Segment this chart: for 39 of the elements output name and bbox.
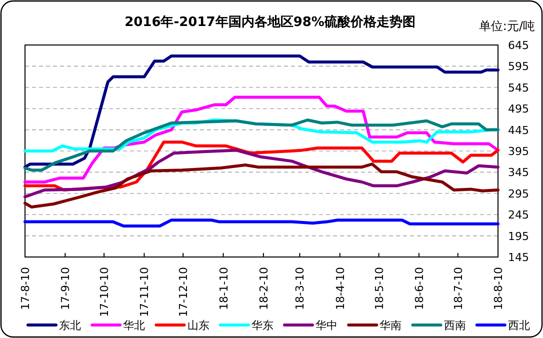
legend-label: 华中 (316, 319, 338, 332)
y-tick-label: 145 (508, 251, 529, 264)
x-tick-label: 18-3-10 (294, 267, 307, 310)
x-tick-label: 17-11-10 (138, 267, 152, 317)
y-tick-label: 495 (508, 102, 529, 116)
y-tick-label: 595 (508, 60, 529, 74)
legend-label: 西南 (444, 319, 466, 332)
y-tick-label: 295 (508, 187, 529, 200)
line-series (24, 148, 500, 198)
legend-label: 西北 (508, 319, 530, 332)
legend-label: 山东 (187, 319, 210, 332)
chart-title: 2016年-2017年国内各地区98%硫酸价格走势图 (124, 14, 416, 30)
line-series (24, 162, 500, 208)
legend-label: 华南 (380, 319, 402, 332)
y-tick-label: 395 (508, 145, 529, 158)
x-tick-label: 18-6-10 (412, 267, 426, 310)
y-tick-label: 195 (508, 230, 529, 243)
y-tick-label: 245 (508, 208, 529, 222)
line-series (24, 118, 500, 172)
x-tick-label: 17-9-10 (59, 267, 72, 310)
x-tick-label: 18-1-10 (217, 267, 230, 310)
x-tick-label: 17-12-10 (177, 267, 190, 317)
text: 单位:元/吨 (478, 19, 535, 33)
x-tick-label: 18-2-10 (257, 267, 270, 310)
legend-label: 东北 (59, 319, 81, 332)
y-tick-label: 545 (508, 81, 529, 94)
x-tick-label: 18-7-10 (452, 267, 465, 310)
line-series (24, 96, 500, 184)
x-tick-label: 18-8-10 (492, 267, 505, 310)
line-series (24, 54, 500, 169)
y-tick-label: 645 (508, 39, 529, 52)
legend-label: 华东 (251, 319, 274, 332)
x-tick-label: 17-10-10 (98, 267, 112, 317)
y-tick-label: 345 (508, 166, 529, 180)
x-tick-label: 18-4-10 (334, 267, 347, 310)
x-tick-label: 18-5-10 (372, 267, 386, 310)
legend-label: 华北 (123, 319, 146, 332)
y-tick-label: 445 (508, 124, 529, 137)
x-tick-label: 17-8-10 (19, 267, 32, 310)
